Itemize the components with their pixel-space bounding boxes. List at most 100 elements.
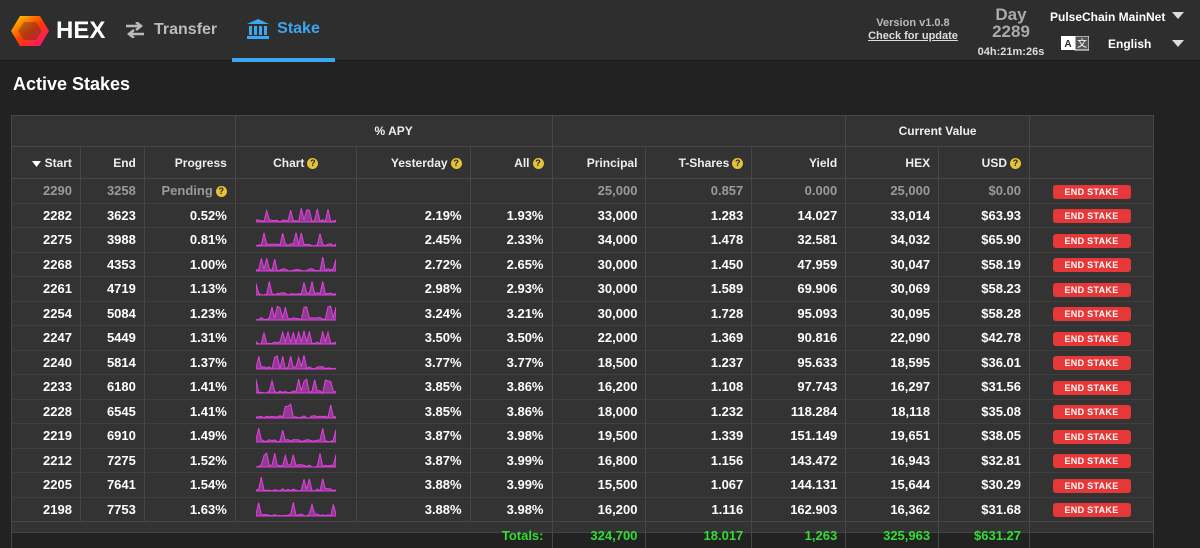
end-stake-button[interactable]: END STAKE [1053,503,1131,517]
cell-end: 5449 [80,326,144,351]
cell-hex: 15,644 [846,473,939,498]
cell-usd: $58.28 [939,301,1030,326]
tab-stake[interactable]: Stake [232,0,335,62]
cell-tshares: 1.339 [646,424,752,449]
cell-usd: $38.05 [939,424,1030,449]
col-principal[interactable]: Principal [552,147,646,179]
col-yesterday[interactable]: Yesterday? [356,147,470,179]
end-stake-button[interactable]: END STAKE [1053,307,1131,321]
cell-all: 3.50% [470,326,552,351]
apy-sparkline [235,203,356,228]
network-select[interactable]: PulseChain MainNet [1050,10,1165,24]
end-stake-button[interactable]: END STAKE [1053,332,1131,346]
end-stake-button[interactable]: END STAKE [1053,381,1131,395]
end-stake-button[interactable]: END STAKE [1053,405,1131,419]
cell-usd: $0.00 [939,179,1030,204]
cell-all: 2.33% [470,228,552,253]
svg-text:文: 文 [1077,37,1087,50]
col-tshares[interactable]: T-Shares? [646,147,752,179]
chevron-down-icon[interactable] [1172,12,1184,20]
header-current-value: Current Value [846,116,1030,147]
top-bar: HEX Transfer Stake Version v1.0.8 Check … [0,0,1200,61]
cell-yesterday: 2.98% [356,277,470,302]
cell-all: 2.65% [470,252,552,277]
apy-sparkline [235,252,356,277]
cell-all: 3.98% [470,424,552,449]
sparkline-area [256,404,336,418]
cell-yield: 95.633 [752,350,846,375]
cell-start: 2228 [12,399,81,424]
cell-end: 4719 [80,277,144,302]
cell-tshares: 1.156 [646,448,752,473]
cell-yield: 69.906 [752,277,846,302]
help-icon[interactable]: ? [1010,158,1021,169]
col-yield[interactable]: Yield [752,147,846,179]
end-stake-button[interactable]: END STAKE [1053,258,1131,272]
cell-principal: 16,800 [552,448,646,473]
cell-principal: 15,500 [552,473,646,498]
cell-principal: 33,000 [552,203,646,228]
sparkline-chart [256,425,336,443]
cell-start: 2254 [12,301,81,326]
col-chart-label: Chart [273,156,304,170]
cell-end: 7275 [80,448,144,473]
cell-all: 3.86% [470,399,552,424]
cell-yesterday: 3.85% [356,399,470,424]
help-icon[interactable]: ? [732,158,743,169]
tab-transfer[interactable]: Transfer [124,0,217,60]
cell-start: 2205 [12,473,81,498]
sparkline-chart [256,499,336,517]
cell-yesterday: 3.50% [356,326,470,351]
action-cell: END STAKE [1030,203,1154,228]
cell-hex: 30,069 [846,277,939,302]
cell-yield: 118.284 [752,399,846,424]
cell-start: 2212 [12,448,81,473]
header-blank [552,116,846,147]
cell-usd: $31.56 [939,375,1030,400]
end-stake-button[interactable]: END STAKE [1053,479,1131,493]
language-select[interactable]: English [1108,37,1151,51]
hex-logo[interactable]: HEX [10,14,105,48]
cell-tshares: 1.283 [646,203,752,228]
col-start[interactable]: Start [12,147,81,179]
logo-text: HEX [56,17,105,45]
cell-usd: $42.78 [939,326,1030,351]
cell-yesterday: 3.87% [356,424,470,449]
cell-all: 2.93% [470,277,552,302]
cell-end: 3988 [80,228,144,253]
col-end[interactable]: End [80,147,144,179]
cell-yield: 90.816 [752,326,846,351]
col-progress[interactable]: Progress [144,147,235,179]
help-icon[interactable]: ? [451,158,462,169]
day-number: 2289 [968,23,1054,40]
cell-tshares: 1.237 [646,350,752,375]
cell-principal: 19,500 [552,424,646,449]
cell-all: 3.98% [470,497,552,522]
end-stake-button[interactable]: END STAKE [1053,356,1131,370]
end-stake-button[interactable]: END STAKE [1053,283,1131,297]
help-icon[interactable]: ? [533,158,544,169]
end-stake-button[interactable]: END STAKE [1053,185,1131,199]
end-stake-button[interactable]: END STAKE [1053,430,1131,444]
end-stake-button[interactable]: END STAKE [1053,454,1131,468]
col-hex[interactable]: HEX [846,147,939,179]
col-all[interactable]: All? [470,147,552,179]
col-usd[interactable]: USD? [939,147,1030,179]
help-icon[interactable]: ? [216,186,227,197]
help-icon[interactable]: ? [307,158,318,169]
check-update-link[interactable]: Check for update [860,30,966,43]
cell-yesterday [356,179,470,204]
tab-stake-label: Stake [277,20,320,38]
cell-yesterday: 3.88% [356,473,470,498]
cell-end: 5814 [80,350,144,375]
sparkline-chart [256,401,336,419]
end-stake-button[interactable]: END STAKE [1053,209,1131,223]
page-title: Active Stakes [13,74,130,95]
chevron-down-icon[interactable] [1172,40,1184,48]
version-info: Version v1.0.8 Check for update [860,17,966,43]
end-stake-button[interactable]: END STAKE [1053,234,1131,248]
cell-progress: 1.41% [144,399,235,424]
apy-sparkline [235,473,356,498]
version-text: Version v1.0.8 [860,17,966,30]
